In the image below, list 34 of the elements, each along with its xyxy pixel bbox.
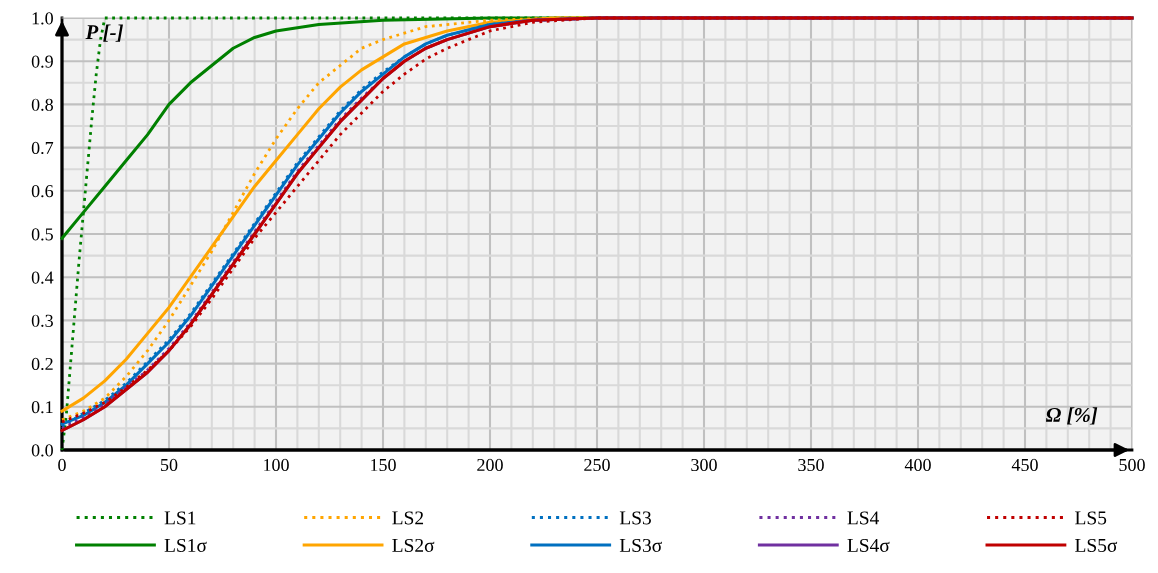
y-axis-title: P [-] xyxy=(85,24,123,42)
y-tick-label: 0.1 xyxy=(31,401,53,414)
y-tick-label: 0.0 xyxy=(31,444,53,457)
x-axis-title: Ω [%] xyxy=(1045,407,1098,425)
legend-label: LS5 xyxy=(1075,511,1107,525)
legend-label: LS5σ xyxy=(1075,538,1118,552)
x-tick-label: 150 xyxy=(371,458,396,472)
y-tick-label: 0.8 xyxy=(31,98,53,111)
legend-label: LS3 xyxy=(619,511,651,525)
x-tick-label: 300 xyxy=(691,458,717,472)
y-tick-label: 0.6 xyxy=(31,185,54,198)
x-tick-label: 500 xyxy=(1119,458,1145,472)
x-tick-label: 200 xyxy=(477,458,503,472)
y-tick-label: 0.2 xyxy=(31,357,53,371)
legend-label: LS1 xyxy=(164,511,196,525)
y-tick-label: 0.4 xyxy=(31,271,54,284)
x-tick-label: 400 xyxy=(904,458,931,472)
x-tick-label: 350 xyxy=(798,458,824,472)
x-tick-label: 450 xyxy=(1011,458,1038,472)
y-tick-label: 0.3 xyxy=(31,314,53,327)
legend-label: LS2 xyxy=(392,511,424,525)
y-tick-label: 0.7 xyxy=(31,141,54,155)
x-tick-label: 0 xyxy=(58,458,66,472)
y-tick-label: 0.9 xyxy=(31,55,53,68)
legend-label: LS3σ xyxy=(619,538,662,552)
legend-label: LS1σ xyxy=(164,538,207,552)
legend-label: LS2σ xyxy=(392,538,435,552)
x-tick-label: 50 xyxy=(161,458,178,472)
legend-label: LS4 xyxy=(847,511,880,525)
x-tick-label: 250 xyxy=(584,458,610,472)
y-tick-label: 0.5 xyxy=(31,228,53,241)
legend-label: LS4σ xyxy=(847,538,890,552)
y-tick-label: 1.0 xyxy=(32,12,53,25)
x-tick-label: 100 xyxy=(264,458,289,472)
